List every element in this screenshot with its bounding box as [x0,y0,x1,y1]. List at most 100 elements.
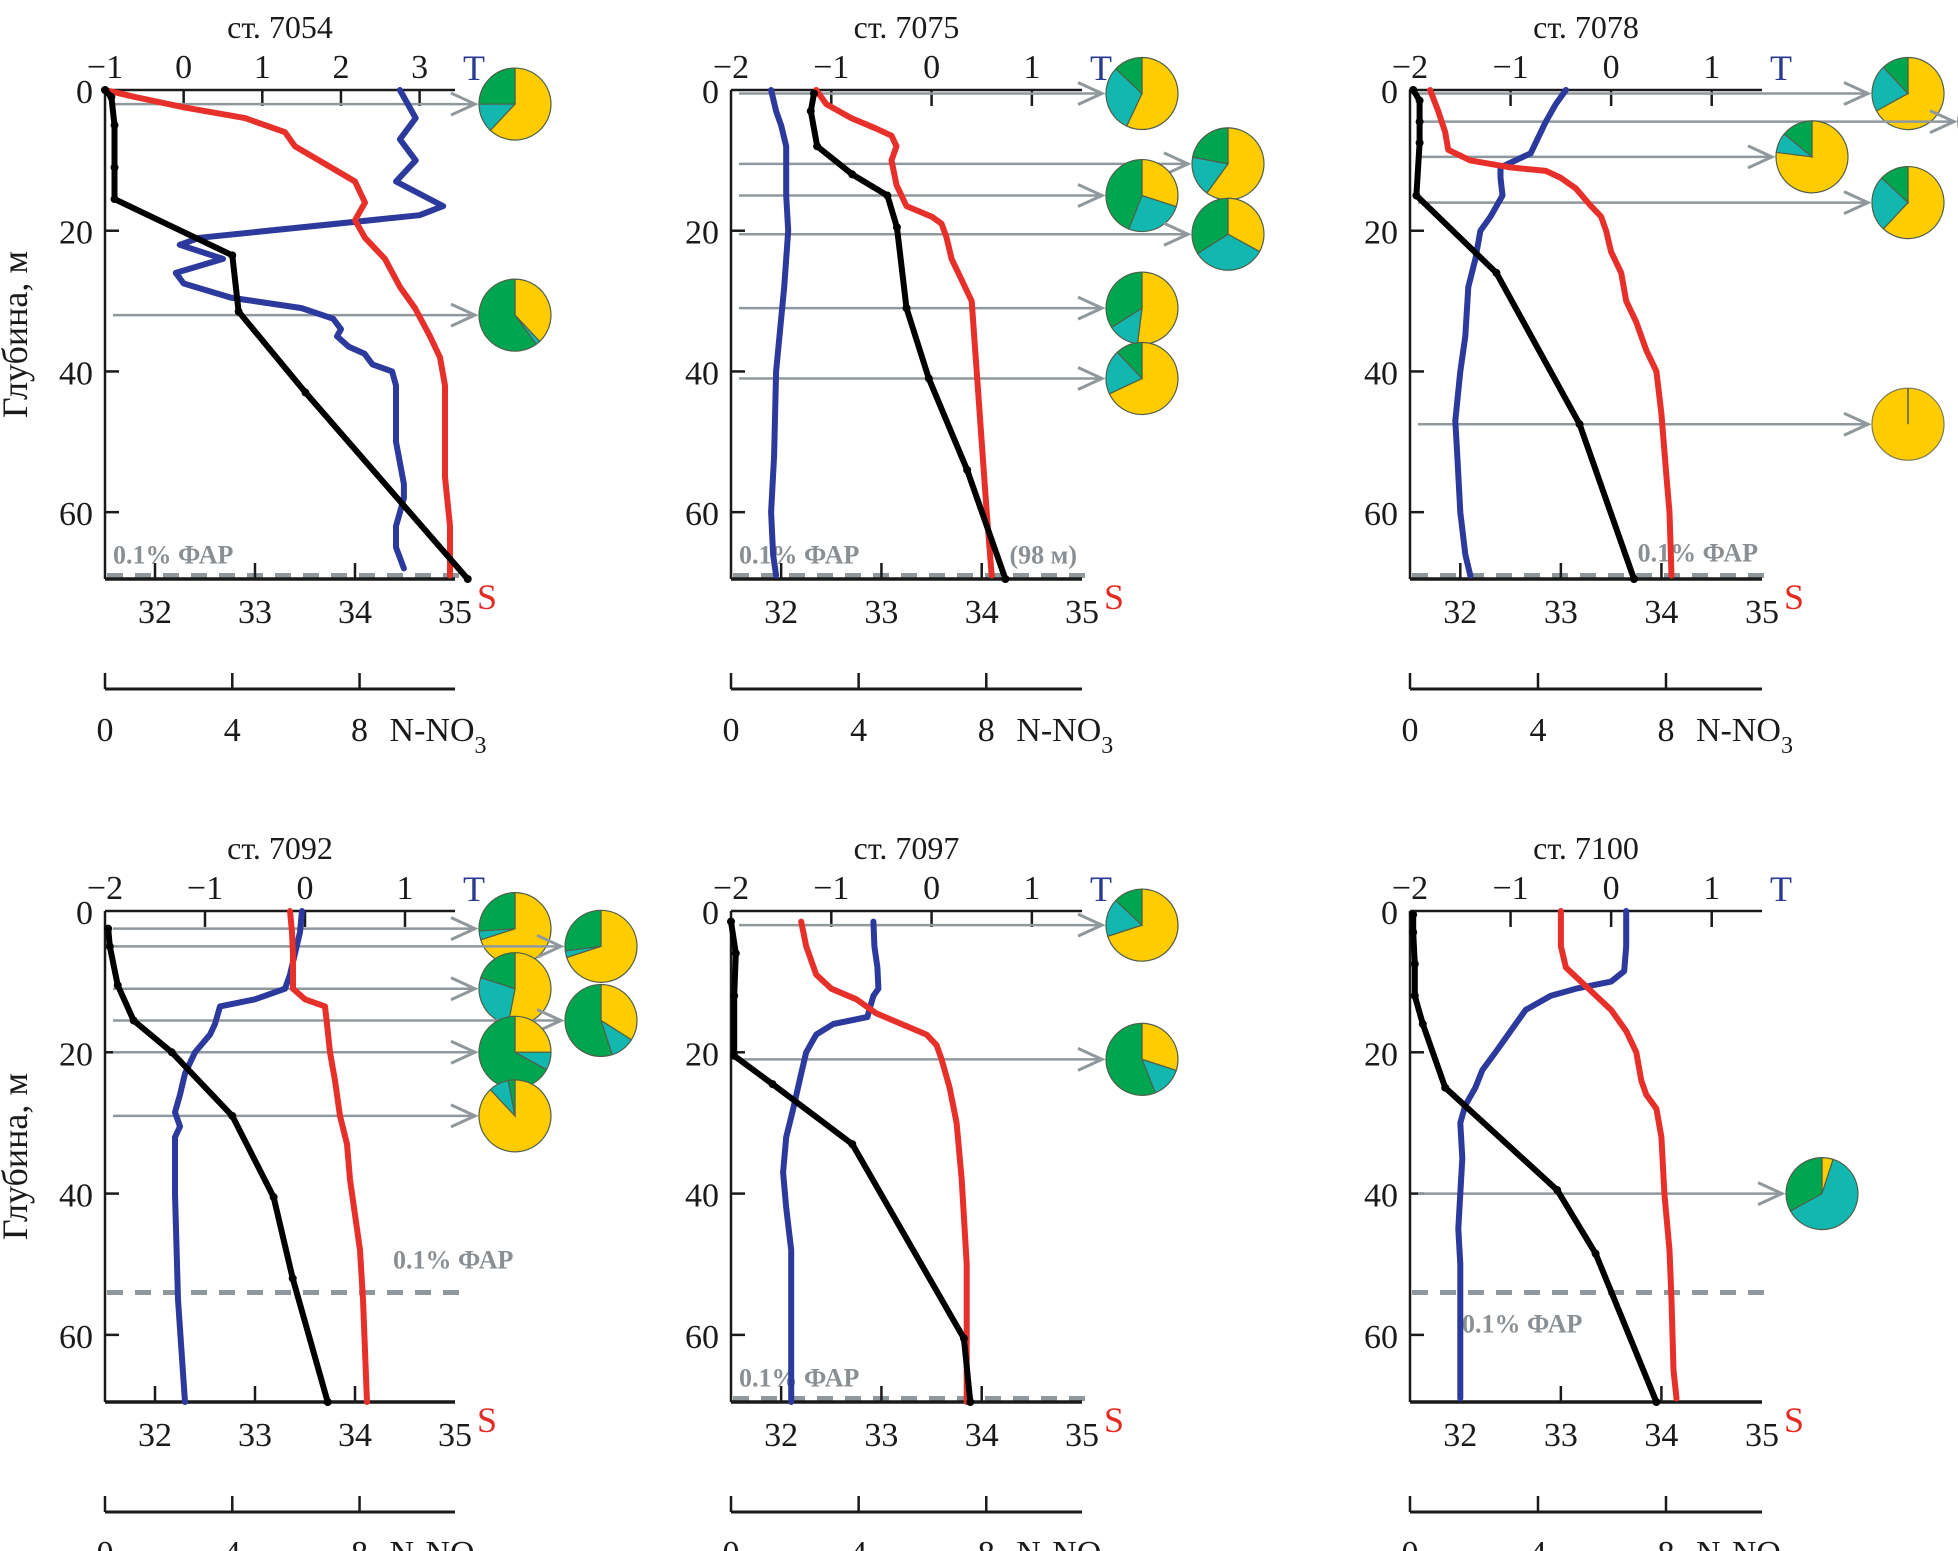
salinity-tick-label: 34 [1644,1417,1678,1454]
nitrate-sample-point [1001,575,1010,583]
nitrate-sample-point [228,1111,237,1120]
par-label: 0.1% ФАР [739,1363,859,1392]
nitrate-sample-point [730,991,739,1000]
salinity-tick-label: 32 [138,594,172,631]
pie-arrow-head [1077,912,1106,938]
nitrate-tick-label: 8 [351,712,368,749]
salinity-tick-label: 32 [1443,1417,1477,1454]
pie-slice-green [564,983,613,1058]
pie-slice-yellow [489,67,552,141]
pie-arrow-head [450,302,479,328]
pie-slice-green [478,278,537,352]
pie-slice-yellow [1125,56,1179,131]
nitrate-sample-point [1410,959,1419,968]
depth-tick-label: 20 [1364,215,1398,252]
nitrate-sample-point [1415,138,1424,147]
temperature-axis-name: T [463,48,485,88]
pie-arrow-head [450,1039,479,1065]
temperature-tick-label: −1 [813,49,849,86]
nitrate-sample-point [959,1334,968,1343]
salinity-axis-name: S [1104,577,1124,617]
pie-slice-yellow [1775,120,1849,194]
nitrate-tick-label: 4 [1530,1535,1547,1551]
station-panel-4: ст. 7097 0 20 40 60 −2 −1 0 1 T 32 33 34 35S 0 4 8 N-NO3 0… [685,830,1179,1551]
pie-arrow-head [1757,1181,1786,1206]
pie-arrow [113,1008,565,1033]
pie-slice-yellow [1875,56,1945,131]
pie-arrow-head [536,1008,565,1033]
nitrate-sample-point [902,304,911,313]
nitrate-tick-label: 8 [351,1535,368,1551]
temperature-tick-label: −2 [1392,49,1428,86]
salinity-tick-label: 33 [864,1417,898,1454]
salinity-profile [102,87,453,579]
par-label: 0.1% ФАР [1638,538,1758,567]
pie-arrow [739,151,1192,177]
phytoplankton-pie [1105,888,1179,962]
depth-tick-label: 0 [702,895,719,932]
pie-arrow [1418,190,1872,215]
phytoplankton-pie [1105,56,1179,131]
pie-slice-green [480,952,516,990]
nitrate-tick-label: 4 [224,712,241,749]
temperature-profile [1452,87,1569,579]
nitrate-sample-point [110,163,119,172]
nitrate-axis-subscript: 3 [1101,733,1113,759]
pie-slice-teal [1196,233,1261,271]
salinity-profile [287,908,370,1405]
salinity-axis-name: S [477,577,497,617]
depth-tick-label: 0 [1381,74,1398,111]
salinity-tick-label: 32 [764,594,798,631]
depth-tick-label: 0 [76,74,93,111]
nitrate-sample-point [110,121,119,130]
salinity-tick-label: 34 [338,594,372,631]
nitrate-profile [1410,87,1637,582]
pie-slice-yellow [1882,165,1945,240]
depth-tick-label: 40 [59,1178,93,1215]
salinity-axis-name: S [1784,1400,1804,1440]
temperature-tick-label: 1 [254,49,271,86]
phytoplankton-pie [1871,165,1945,240]
pie-arrow-head [1843,190,1872,215]
phytoplankton-pie [564,983,638,1058]
nitrate-tick-label: 0 [723,712,740,749]
pie-slice-green [1880,165,1909,204]
phytoplankton-pie [1105,158,1179,233]
nitrate-axis-subscript: 3 [475,733,487,759]
salinity-tick-label: 35 [438,1417,472,1454]
nitrate-axis-name-text: N-NO [390,1535,475,1551]
salinity-tick-label: 33 [1544,594,1578,631]
pie-slice-teal [1789,1158,1859,1231]
panel-title: ст. 7097 [854,830,960,866]
depth-tick-label: 20 [59,1036,93,1073]
temperature-tick-label: 0 [923,49,940,86]
nitrate-sample-point [1409,86,1418,94]
salinity-tick-label: 34 [338,1417,372,1454]
nitrate-sample-point [768,1080,777,1089]
pie-slice-green [1783,120,1813,159]
pie-slice-yellow [1108,341,1179,416]
nitrate-axis-name-text: N-NO [1696,1535,1781,1551]
nitrate-sample-point [963,465,972,474]
salinity-tick-label: 35 [1065,1417,1099,1454]
nitrate-sample-point [113,981,122,990]
temperature-profile [768,87,792,579]
depth-tick-label: 0 [76,895,93,932]
salinity-tick-label: 34 [1644,594,1678,631]
temperature-profile [172,908,305,1405]
nitrate-sample-point [1415,96,1424,105]
salinity-tick-label: 32 [138,1417,172,1454]
depth-tick-label: 60 [685,1319,719,1356]
temperature-tick-label: −2 [713,49,749,86]
nitrate-sample-point [727,917,735,926]
depth-tick-label: 20 [685,215,719,252]
nitrate-profile [105,925,331,1405]
phytoplankton-pie [1191,197,1265,271]
phytoplankton-pie [1105,341,1179,416]
nitrate-sample-point [848,170,857,179]
panel-title: ст. 7100 [1533,830,1639,866]
nitrate-sample-point [848,1140,857,1149]
temperature-tick-label: 0 [297,870,314,907]
pie-arrow-head [1843,81,1872,106]
